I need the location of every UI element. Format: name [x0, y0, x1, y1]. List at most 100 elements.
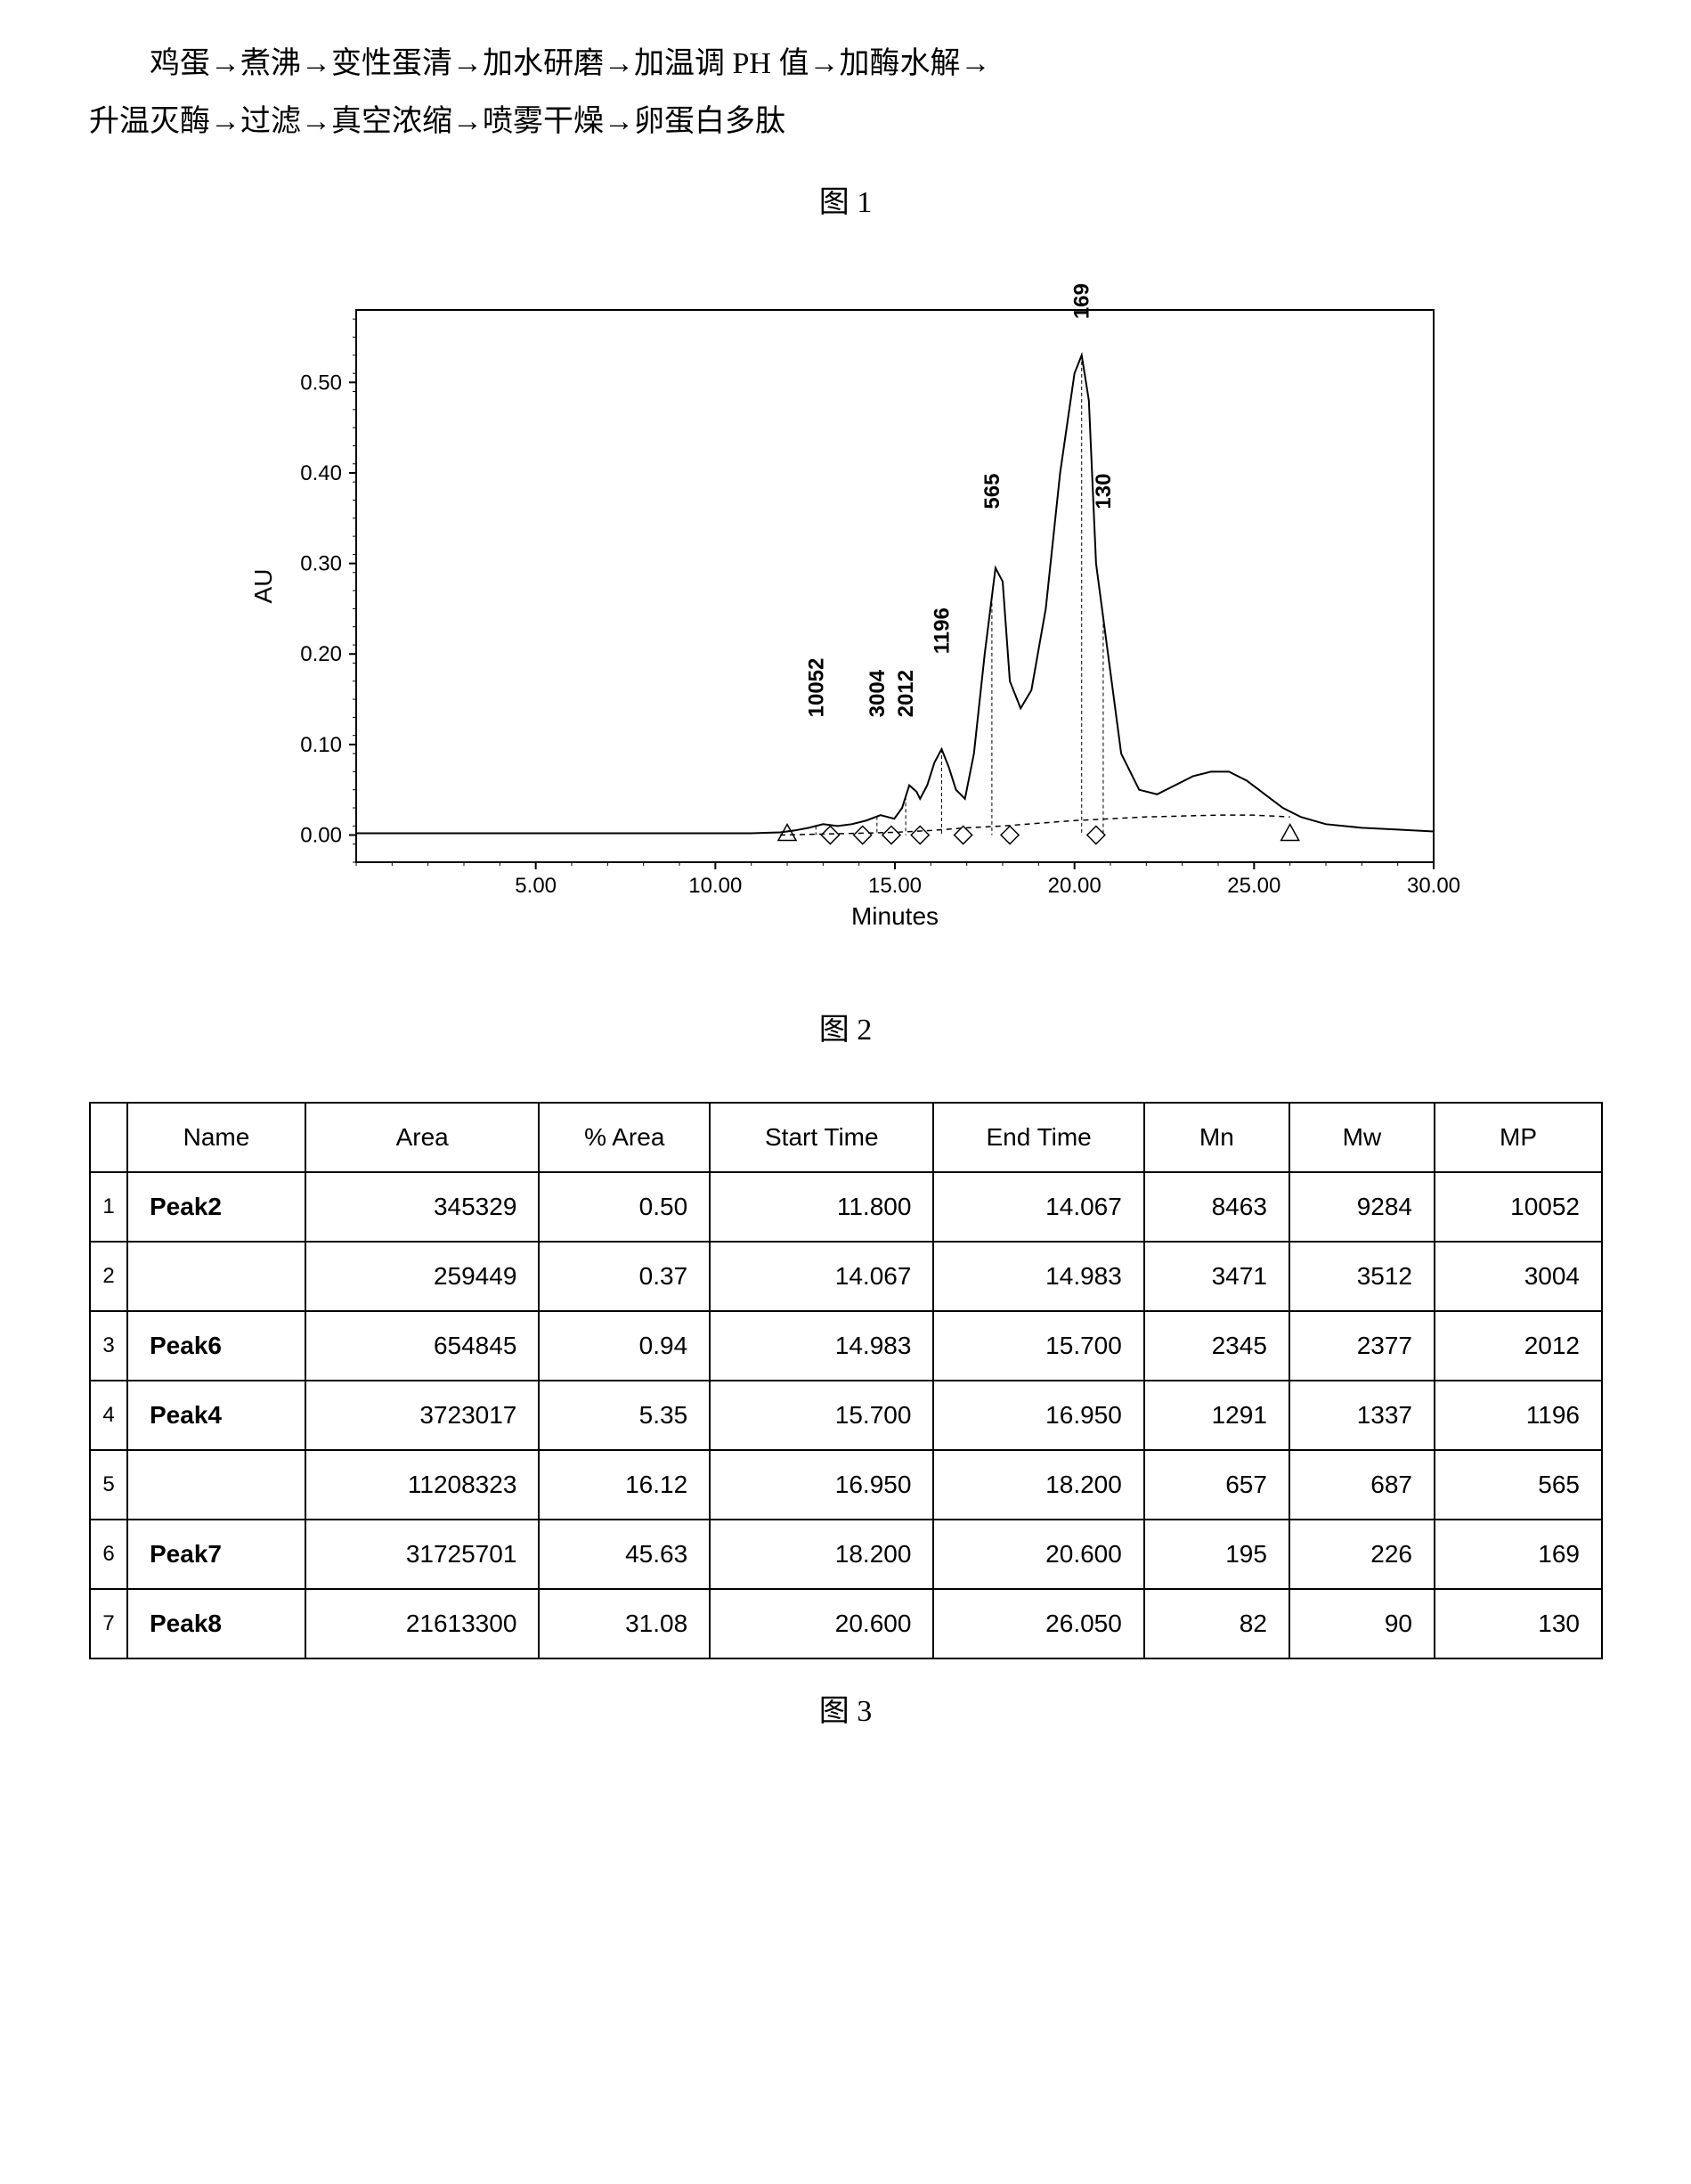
table-cell: 0.50 — [539, 1172, 710, 1242]
table-cell: 18.200 — [933, 1450, 1143, 1520]
table-cell: Peak2 — [127, 1172, 305, 1242]
chromatogram-chart: 0.00 0.10 0.20 0.30 0.40 0.50 5.00 10.00 15.00 20… — [232, 274, 1460, 969]
table-cell: 654845 — [305, 1311, 539, 1381]
table-cell: 26.050 — [933, 1589, 1143, 1658]
table-cell: 2377 — [1289, 1311, 1435, 1381]
table-cell: 90 — [1289, 1589, 1435, 1658]
table-cell: 20.600 — [710, 1589, 933, 1658]
table-header: Area — [305, 1103, 539, 1172]
svg-text:0.20: 0.20 — [300, 642, 342, 666]
svg-text:0.50: 0.50 — [300, 371, 342, 395]
table-header: Mn — [1144, 1103, 1289, 1172]
table-cell: Peak4 — [127, 1381, 305, 1450]
table-row: 4Peak437230175.3515.70016.95012911337119… — [90, 1381, 1602, 1450]
svg-text:565: 565 — [980, 474, 1004, 509]
table-cell — [127, 1450, 305, 1520]
table-header: % Area — [539, 1103, 710, 1172]
table-cell: 14.067 — [710, 1242, 933, 1311]
table-cell: 565 — [1435, 1450, 1602, 1520]
table-cell: 45.63 — [539, 1520, 710, 1589]
table-cell: 16.12 — [539, 1450, 710, 1520]
table-cell: 195 — [1144, 1520, 1289, 1589]
svg-text:5.00: 5.00 — [515, 874, 557, 898]
table-cell: 20.600 — [933, 1520, 1143, 1589]
table-cell: 0.37 — [539, 1242, 710, 1311]
table-cell — [127, 1242, 305, 1311]
table-cell: 16.950 — [933, 1381, 1143, 1450]
table-header: Name — [127, 1103, 305, 1172]
svg-text:Minutes: Minutes — [850, 902, 938, 930]
svg-text:30.00: 30.00 — [1406, 874, 1459, 898]
table-cell: 11.800 — [710, 1172, 933, 1242]
table-row: 51120832316.1216.95018.200657687565 — [90, 1450, 1602, 1520]
figure1-caption: 图 1 — [89, 177, 1602, 221]
table-cell: 3 — [90, 1311, 127, 1381]
table-cell: 345329 — [305, 1172, 539, 1242]
table-cell: 259449 — [305, 1242, 539, 1311]
table-header — [90, 1103, 127, 1172]
table-cell: 14.067 — [933, 1172, 1143, 1242]
table-cell: 1 — [90, 1172, 127, 1242]
table-cell: 0.94 — [539, 1311, 710, 1381]
svg-text:0.10: 0.10 — [300, 733, 342, 757]
table-cell: 2 — [90, 1242, 127, 1311]
table-cell: 10052 — [1435, 1172, 1602, 1242]
table-cell: 2012 — [1435, 1311, 1602, 1381]
table-header: MP — [1435, 1103, 1602, 1172]
table-cell: Peak8 — [127, 1589, 305, 1658]
table-cell: 130 — [1435, 1589, 1602, 1658]
table-cell: Peak7 — [127, 1520, 305, 1589]
table-cell: 31725701 — [305, 1520, 539, 1589]
table-cell: 14.983 — [710, 1311, 933, 1381]
table-cell: 4 — [90, 1381, 127, 1450]
table-cell: 2345 — [1144, 1311, 1289, 1381]
table-cell: 1196 — [1435, 1381, 1602, 1450]
table-cell: 3004 — [1435, 1242, 1602, 1311]
table-cell: 169 — [1435, 1520, 1602, 1589]
svg-text:10.00: 10.00 — [688, 874, 742, 898]
svg-text:0.40: 0.40 — [300, 461, 342, 485]
svg-text:2012: 2012 — [894, 670, 918, 717]
table-cell: 18.200 — [710, 1520, 933, 1589]
table-cell: 31.08 — [539, 1589, 710, 1658]
table-cell: 11208323 — [305, 1450, 539, 1520]
table-cell: 15.700 — [933, 1311, 1143, 1381]
process-flow: 鸡蛋→煮沸→变性蛋清→加水研磨→加温调 PH 值→加酶水解→ 升温灭酶→过滤→真… — [89, 36, 1602, 151]
svg-text:15.00: 15.00 — [867, 874, 921, 898]
table-cell: Peak6 — [127, 1311, 305, 1381]
table-cell: 3723017 — [305, 1381, 539, 1450]
table-cell: 3512 — [1289, 1242, 1435, 1311]
svg-text:169: 169 — [1069, 283, 1093, 319]
svg-text:10052: 10052 — [804, 658, 828, 718]
table-row: 22594490.3714.06714.983347135123004 — [90, 1242, 1602, 1311]
table-cell: 8463 — [1144, 1172, 1289, 1242]
table-cell: 657 — [1144, 1450, 1289, 1520]
svg-text:0.00: 0.00 — [300, 824, 342, 848]
table-cell: 1291 — [1144, 1381, 1289, 1450]
table-cell: 82 — [1144, 1589, 1289, 1658]
figure2-caption: 图 2 — [89, 1005, 1602, 1048]
table-header: Start Time — [710, 1103, 933, 1172]
table-cell: 1337 — [1289, 1381, 1435, 1450]
peak-data-table: NameArea% AreaStart TimeEnd TimeMnMwMP1P… — [89, 1102, 1603, 1659]
svg-text:0.30: 0.30 — [300, 552, 342, 576]
table-header: Mw — [1289, 1103, 1435, 1172]
svg-text:25.00: 25.00 — [1227, 874, 1280, 898]
table-header: End Time — [933, 1103, 1143, 1172]
svg-text:3004: 3004 — [865, 670, 889, 718]
table-row: 6Peak73172570145.6318.20020.600195226169 — [90, 1520, 1602, 1589]
svg-text:1196: 1196 — [930, 607, 954, 654]
table-cell: 3471 — [1144, 1242, 1289, 1311]
table-cell: 21613300 — [305, 1589, 539, 1658]
svg-text:130: 130 — [1091, 474, 1115, 509]
table-cell: 16.950 — [710, 1450, 933, 1520]
svg-text:AU: AU — [249, 569, 277, 604]
flow-line2: 升温灭酶→过滤→真空浓缩→喷雾干燥→卵蛋白多肽 — [89, 94, 1602, 151]
table-cell: 226 — [1289, 1520, 1435, 1589]
table-cell: 6 — [90, 1520, 127, 1589]
svg-text:20.00: 20.00 — [1047, 874, 1101, 898]
flow-line1: 鸡蛋→煮沸→变性蛋清→加水研磨→加温调 PH 值→加酶水解→ — [150, 47, 990, 80]
table-row: 1Peak23453290.5011.80014.067846392841005… — [90, 1172, 1602, 1242]
table-row: 3Peak66548450.9414.98315.700234523772012 — [90, 1311, 1602, 1381]
table-cell: 7 — [90, 1589, 127, 1658]
